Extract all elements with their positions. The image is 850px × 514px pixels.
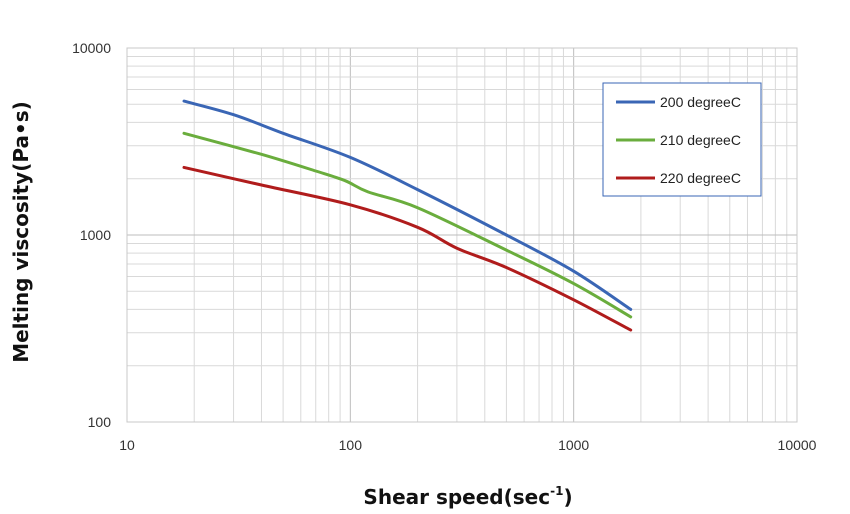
y-axis-title: Melting viscosity(Pa•s)	[9, 101, 33, 363]
x-axis-title-main: Shear speed(sec	[363, 485, 550, 509]
x-tick-label: 10000	[778, 437, 817, 453]
y-tick-label: 1000	[80, 227, 111, 243]
x-tick-label: 10	[119, 437, 135, 453]
x-tick-label: 1000	[558, 437, 589, 453]
x-axis-title-superscript: -1	[550, 484, 563, 498]
x-axis-title-close: )	[563, 485, 572, 509]
legend-label: 210 degreeC	[660, 132, 741, 148]
x-tick-label: 100	[339, 437, 363, 453]
series-lines	[182, 99, 633, 332]
legend-label: 200 degreeC	[660, 94, 741, 110]
legend: 200 degreeC 210 degreeC 220 degreeC	[602, 82, 762, 197]
plot-area-border	[126, 47, 798, 423]
tick-labels: 10 100 1000 10000 100 1000 10000	[72, 40, 817, 453]
series-line-1	[182, 99, 633, 311]
x-axis-title: Shear speed(sec-1)	[363, 484, 572, 509]
series-line-2	[182, 131, 633, 319]
y-tick-label: 10000	[72, 40, 111, 56]
legend-label: 220 degreeC	[660, 170, 741, 186]
series-line-3	[182, 165, 633, 332]
y-tick-label: 100	[88, 414, 112, 430]
